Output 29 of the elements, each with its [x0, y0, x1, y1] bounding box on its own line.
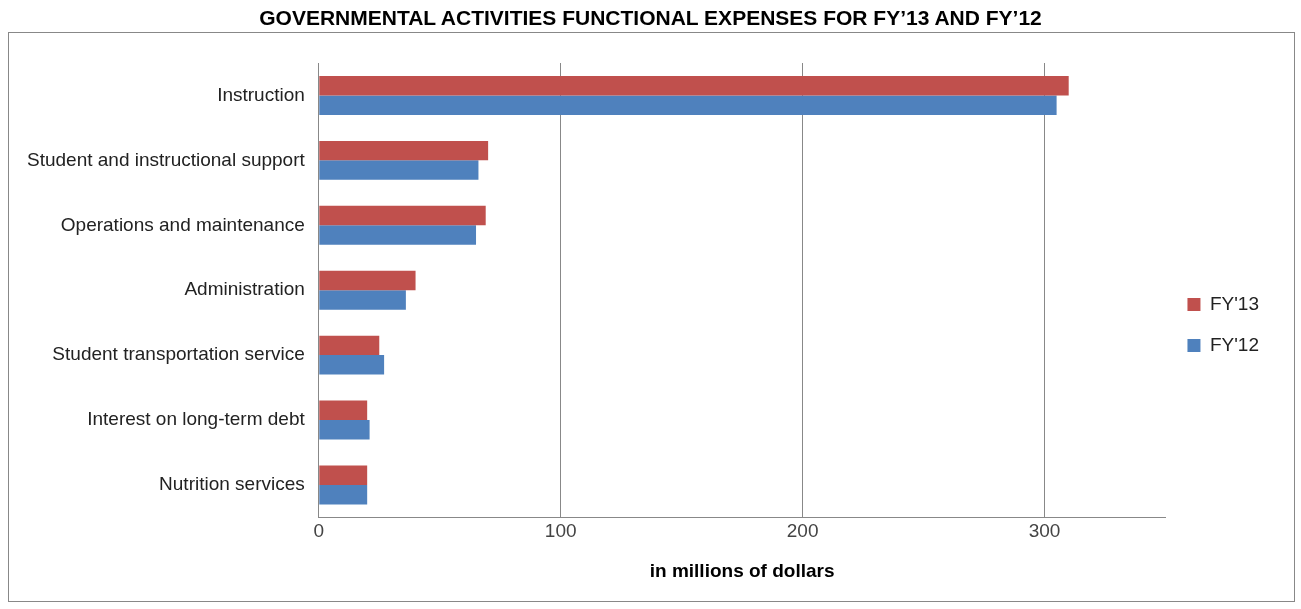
bar	[319, 355, 385, 375]
bar	[319, 400, 368, 421]
bar	[319, 225, 477, 245]
chart-title: GOVERNMENTAL ACTIVITIES FUNCTIONAL EXPENSES FOR FY’13 AND FY’12	[258, 5, 1043, 31]
bar	[319, 205, 486, 226]
y-tick-label: Student and instructional support	[26, 148, 306, 170]
x-tick-label: 100	[544, 520, 577, 542]
y-tick-label: Interest on long-term debt	[87, 408, 306, 430]
bar	[319, 465, 368, 485]
y-tick-label: Nutrition services	[159, 473, 305, 495]
y-tick-label: Student transportation service	[52, 343, 305, 365]
y-tick-label: Operations and maintenance	[60, 213, 305, 235]
bar	[319, 290, 406, 310]
bar	[319, 140, 489, 161]
y-tick-label: Administration	[184, 278, 305, 300]
bar	[319, 75, 1069, 96]
x-tick-label: 200	[786, 520, 819, 542]
bar	[319, 335, 380, 356]
legend-label: FY'13	[1209, 292, 1260, 314]
x-tick-label: 0	[313, 520, 325, 542]
bar	[319, 95, 1057, 115]
bar	[319, 270, 416, 291]
bar	[319, 420, 370, 440]
x-axis-title: in millions of dollars	[649, 559, 835, 581]
bar	[319, 484, 368, 505]
legend-label: FY'12	[1209, 333, 1260, 355]
bar	[319, 160, 479, 180]
x-tick-label: 300	[1028, 520, 1061, 542]
y-tick-label: Instruction	[217, 83, 305, 105]
